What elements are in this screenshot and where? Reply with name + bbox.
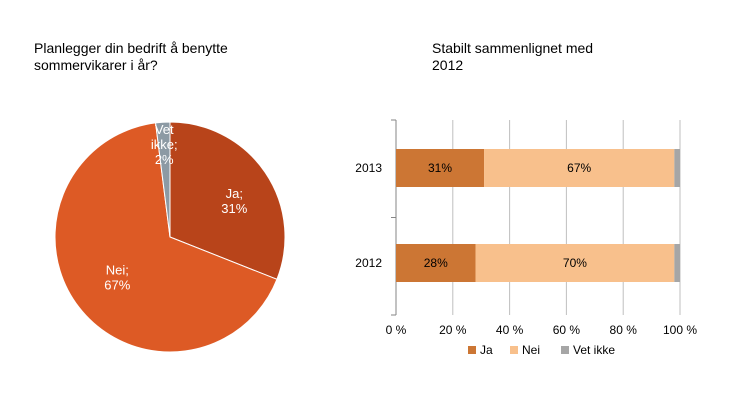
x-tick-label: 80 % bbox=[610, 323, 638, 337]
bar-data-label: 31% bbox=[428, 161, 452, 175]
bar-segment-nei-2013 bbox=[484, 149, 675, 187]
pie-label-vet-ikke: Vet ikke; 2% bbox=[151, 122, 178, 167]
x-tick-label: 60 % bbox=[553, 323, 581, 337]
legend-swatch-ja bbox=[468, 346, 476, 354]
category-label-2012: 2012 bbox=[355, 256, 382, 270]
legend-label-nei: Nei bbox=[522, 343, 540, 357]
bar-segment-vet-ikke-2013 bbox=[674, 149, 680, 187]
stacked-bar-chart: 0 % 20 % 40 % 60 % 80 % 100 % 2013 31% 67% 2012 28… bbox=[355, 119, 697, 357]
pie-chart-title: Planlegger din bedrift å benytte sommerv… bbox=[34, 40, 228, 73]
bar-segment-nei-2012 bbox=[475, 244, 675, 282]
bar-segment-ja-2012 bbox=[396, 244, 476, 282]
x-tick-label: 100 % bbox=[663, 323, 697, 337]
pie-slice-nei bbox=[54, 122, 278, 353]
pie-label-nei: Nei; 67% bbox=[104, 262, 130, 292]
pie-chart: Ja; 31% Nei; 67% Vet ikke; 2% bbox=[54, 121, 286, 353]
legend-label-ja: Ja bbox=[480, 343, 493, 357]
category-label-2013: 2013 bbox=[355, 161, 382, 175]
legend-label-vet-ikke: Vet ikke bbox=[573, 343, 615, 357]
bar-segment-ja-2013 bbox=[396, 149, 485, 187]
bar-segment-vet-ikke-2012 bbox=[674, 244, 680, 282]
pie-slice-ja bbox=[169, 121, 286, 280]
bar-data-label: 70% bbox=[563, 256, 587, 270]
x-tick-label: 40 % bbox=[496, 323, 524, 337]
legend-swatch-vet-ikke bbox=[561, 346, 569, 354]
bar-data-label: 67% bbox=[567, 161, 591, 175]
legend-swatch-nei bbox=[510, 346, 518, 354]
pie-slice-vet-ikke bbox=[155, 121, 171, 238]
x-tick-label: 20 % bbox=[439, 323, 467, 337]
pie-label-ja: Ja; 31% bbox=[221, 186, 247, 216]
bar-data-label: 28% bbox=[424, 256, 448, 270]
bar-chart-title: Stabilt sammenlignet med 2012 bbox=[432, 40, 594, 73]
x-tick-label: 0 % bbox=[386, 323, 407, 337]
